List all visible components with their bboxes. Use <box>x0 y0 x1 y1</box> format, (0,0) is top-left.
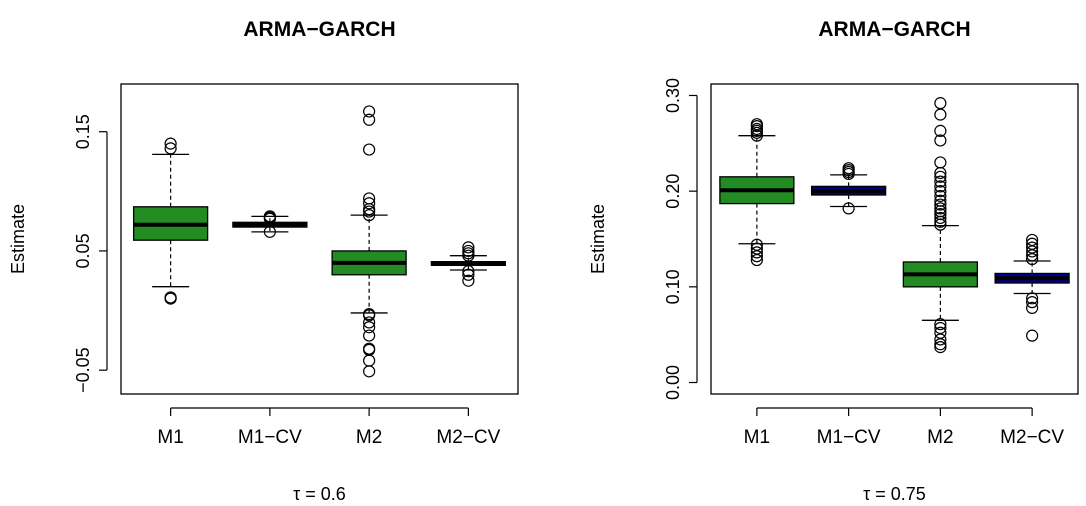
outlier-point <box>1026 292 1039 305</box>
outlier-point <box>1026 301 1039 314</box>
outlier-point <box>934 194 947 207</box>
box-M1−CV <box>232 210 308 238</box>
outlier-point <box>934 189 947 203</box>
x-tick-label: M1 <box>157 427 183 448</box>
outlier-point <box>363 197 376 210</box>
outlier-point <box>363 143 376 156</box>
outlier-point <box>263 210 276 223</box>
x-tick-label: M1 <box>744 427 770 448</box>
outlier-point <box>363 308 376 321</box>
outlier-point <box>934 134 947 147</box>
outlier-point <box>750 118 763 131</box>
outlier-point <box>934 202 947 215</box>
outlier-point <box>1026 233 1039 247</box>
box-M2−CV <box>430 241 507 287</box>
chart-panel-2: ARMA−GARCH Estimate τ = 0.75 0.00 0.10 0.20 0.… <box>588 18 1079 504</box>
outlier-point <box>750 242 763 255</box>
outlier-point <box>934 211 947 225</box>
y-tick-label: 0.30 <box>663 78 683 113</box>
outlier-point <box>164 142 177 155</box>
outlier-point <box>934 156 947 169</box>
x-tick-label: M1−CV <box>817 427 881 448</box>
x-tick-label: M1−CV <box>238 427 302 448</box>
outlier-point <box>934 124 947 137</box>
outlier-point <box>934 180 947 193</box>
outlier-point <box>363 192 376 205</box>
x-axis-label: τ = 0.75 <box>863 484 926 504</box>
outlier-point <box>462 274 475 287</box>
box-M2 <box>902 97 979 354</box>
x-tick-label: M2−CV <box>1000 427 1064 448</box>
outlier-point <box>462 244 475 258</box>
outlier-point <box>750 246 763 259</box>
outlier-point <box>934 218 947 231</box>
outlier-point <box>750 238 763 251</box>
outlier-point <box>363 342 376 355</box>
outlier-point <box>934 333 947 346</box>
outlier-point <box>363 113 376 126</box>
box-M1 <box>132 137 209 305</box>
outlier-point <box>934 205 947 218</box>
outlier-point <box>164 291 177 304</box>
y-tick-label: 0.00 <box>663 365 683 400</box>
x-tick-label: M2 <box>356 427 382 448</box>
box-M2−CV <box>994 233 1070 342</box>
chart-title: ARMA−GARCH <box>243 18 395 41</box>
outlier-point <box>363 329 376 342</box>
box-M2 <box>331 105 407 378</box>
outlier-point <box>934 341 947 354</box>
outlier-point <box>363 209 376 222</box>
x-axis-label: τ = 0.6 <box>293 484 346 504</box>
chart-title: ARMA−GARCH <box>818 18 970 41</box>
outlier-point <box>462 265 475 278</box>
outlier-point <box>934 338 947 351</box>
outlier-point <box>842 162 855 175</box>
box-M1 <box>719 118 795 267</box>
outlier-point <box>1026 237 1039 250</box>
y-tick-label: 0.10 <box>663 269 683 304</box>
outlier-point <box>934 108 947 121</box>
chart-panel-1: ARMA−GARCH Estimate τ = 0.6 −0.05 0.05 0.15 M1… <box>8 18 519 504</box>
outlier-point <box>934 175 947 188</box>
plot-frame <box>120 83 519 395</box>
outlier-point <box>1026 296 1039 309</box>
outlier-point <box>934 170 947 183</box>
x-tick-label: M2 <box>927 427 953 448</box>
outlier-point <box>934 208 947 221</box>
box-M1−CV <box>810 162 887 215</box>
outlier-point <box>164 137 177 150</box>
outlier-point <box>750 122 763 136</box>
outlier-point <box>1026 241 1039 254</box>
y-axis-label: Estimate <box>588 204 608 274</box>
y-tick-label: 0.15 <box>73 114 93 149</box>
x-tick-label: M2−CV <box>436 427 500 448</box>
outlier-point <box>934 198 947 211</box>
outlier-point <box>842 202 855 215</box>
outlier-point <box>462 268 475 281</box>
y-tick-label: 0.05 <box>73 233 93 268</box>
outlier-point <box>263 225 276 238</box>
outlier-point <box>934 97 947 110</box>
y-tick-label: −0.05 <box>73 347 93 393</box>
outlier-point <box>1026 329 1039 342</box>
plot-frame <box>710 83 1079 395</box>
outlier-point <box>934 318 947 331</box>
y-tick-label: 0.20 <box>663 174 683 209</box>
y-axis-label: Estimate <box>8 204 28 274</box>
outlier-point <box>363 321 376 334</box>
outlier-point <box>462 241 475 254</box>
outlier-point <box>934 321 947 335</box>
outlier-point <box>363 354 376 367</box>
outlier-point <box>934 185 947 198</box>
outlier-point <box>363 316 376 329</box>
outlier-point <box>363 105 376 118</box>
outlier-point <box>363 365 376 378</box>
outlier-point <box>934 326 947 339</box>
